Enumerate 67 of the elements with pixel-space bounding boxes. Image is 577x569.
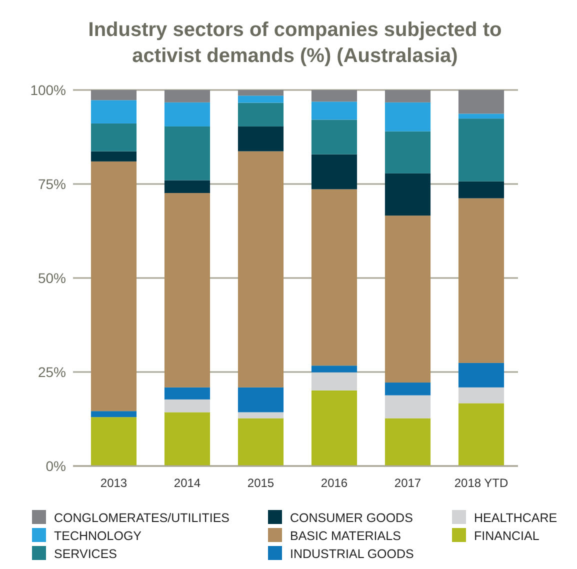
bar	[238, 126, 284, 152]
bar	[311, 120, 358, 154]
bar	[90, 151, 137, 162]
bar	[90, 161, 137, 412]
bar	[458, 181, 504, 198]
bar	[384, 173, 431, 216]
x-tick-label: 2014	[174, 476, 201, 490]
legend-label: SERVICES	[54, 547, 117, 561]
bar	[458, 114, 504, 119]
bar	[164, 126, 210, 180]
bar	[238, 96, 284, 103]
bar	[384, 131, 431, 174]
bar	[238, 90, 284, 96]
y-tick-label: 100%	[30, 82, 66, 98]
y-tick-label: 75%	[38, 176, 66, 192]
bar	[311, 102, 358, 120]
bar	[90, 417, 137, 466]
bar	[164, 193, 210, 388]
bar	[311, 90, 358, 102]
bar	[384, 216, 431, 383]
bar	[311, 366, 358, 372]
bar	[458, 118, 504, 182]
bar	[238, 418, 284, 466]
bar	[311, 372, 358, 390]
bar	[311, 189, 358, 366]
bar	[311, 390, 358, 466]
legend-label: HEALTHCARE	[474, 511, 558, 525]
bar	[164, 180, 210, 194]
x-tick-label: 2016	[320, 476, 348, 490]
bar	[384, 90, 431, 102]
legend-label: FINANCIAL	[474, 529, 540, 543]
chart-title: Industry sectors of companies subjected to activist demands (%) (Australasia)	[88, 19, 502, 67]
bar	[458, 387, 504, 404]
y-tick-label: 0%	[46, 458, 66, 474]
bar	[384, 418, 431, 466]
legend-label: INDUSTRIAL GOODS	[290, 547, 414, 561]
y-tick-label: 50%	[38, 270, 66, 286]
bar	[164, 102, 210, 126]
bar	[164, 399, 210, 412]
bar	[238, 412, 284, 418]
bar	[164, 412, 210, 466]
bar	[90, 100, 137, 124]
bar	[238, 151, 284, 388]
bar	[458, 198, 504, 363]
legend-label: BASIC MATERIALS	[290, 529, 401, 543]
x-tick-label: 2013	[100, 476, 128, 490]
bar	[458, 90, 504, 114]
bar	[384, 382, 431, 396]
bar	[164, 90, 210, 102]
bar	[90, 90, 137, 100]
bar	[164, 387, 210, 400]
x-tick-label: 2018 YTD	[454, 476, 508, 490]
bar	[238, 387, 284, 412]
y-tick-label: 25%	[38, 364, 66, 380]
legend-label: CONGLOMERATES/UTILITIES	[54, 511, 230, 525]
x-tick-label: 2015	[247, 476, 274, 490]
bar	[458, 362, 504, 388]
bar	[384, 395, 431, 418]
bar	[90, 411, 137, 418]
bar	[90, 123, 137, 152]
bar	[458, 403, 504, 466]
bar	[311, 154, 358, 190]
legend-label: CONSUMER GOODS	[290, 511, 413, 525]
bar	[238, 102, 284, 126]
x-tick-label: 2017	[394, 476, 422, 490]
legend-label: TECHNOLOGY	[54, 529, 142, 543]
bar	[384, 102, 431, 132]
